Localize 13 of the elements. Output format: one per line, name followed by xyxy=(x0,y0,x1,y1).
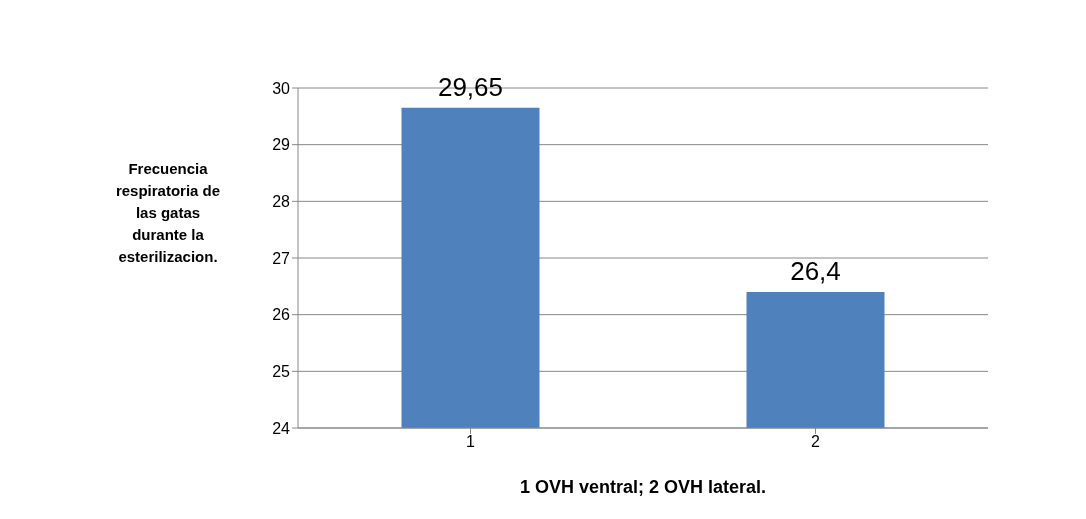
x-tick-label: 2 xyxy=(811,433,821,451)
x-axis-title: 1 OVH ventral; 2 OVH lateral. xyxy=(519,477,767,497)
y-tick-label: 29 xyxy=(272,136,291,154)
y-tick-label: 25 xyxy=(272,363,291,381)
y-axis-title: Frecuencia respiratoria de las gatas durante la esterilizacion. xyxy=(114,159,222,267)
x-tick-label: 1 xyxy=(466,433,476,451)
data-label: 29,65 xyxy=(437,71,504,102)
y-tick-label: 30 xyxy=(272,79,291,97)
y-tick-label: 24 xyxy=(272,419,291,437)
y-tick-label: 26 xyxy=(272,306,291,324)
y-tick-label: 27 xyxy=(272,249,291,267)
y-tick-label: 28 xyxy=(272,193,291,211)
data-label: 26,4 xyxy=(790,256,841,286)
